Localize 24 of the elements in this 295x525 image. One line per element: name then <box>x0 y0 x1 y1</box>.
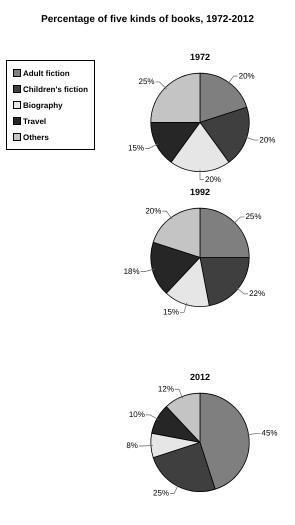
legend-label: Others <box>23 132 49 142</box>
data-label: 15% <box>163 308 180 317</box>
data-label: 20% <box>259 135 276 144</box>
data-label: 15% <box>128 144 144 153</box>
data-label: 22% <box>249 289 266 298</box>
legend-label: Biography <box>23 100 63 110</box>
data-label: 20% <box>238 71 255 80</box>
legend-label: Children's fiction <box>23 84 88 94</box>
chart-title: 1992 <box>190 186 210 197</box>
legend-label: Adult fiction <box>23 68 70 78</box>
data-label: 25% <box>245 212 262 222</box>
chart-title: 1972 <box>190 52 210 62</box>
legend-label: Travel <box>23 116 46 126</box>
data-label: 10% <box>128 410 145 420</box>
data-label: 25% <box>153 488 170 498</box>
data-label: 45% <box>261 428 278 438</box>
data-label: 8% <box>126 441 138 450</box>
data-label: 20% <box>145 206 162 216</box>
data-label: 12% <box>158 384 174 394</box>
text: Percentage of five kinds of books, 1972-2012 <box>40 14 255 25</box>
data-label: 18% <box>124 266 140 276</box>
chart-title: 2012 <box>190 372 210 382</box>
data-label: 20% <box>205 174 222 184</box>
data-label: 25% <box>138 77 155 86</box>
